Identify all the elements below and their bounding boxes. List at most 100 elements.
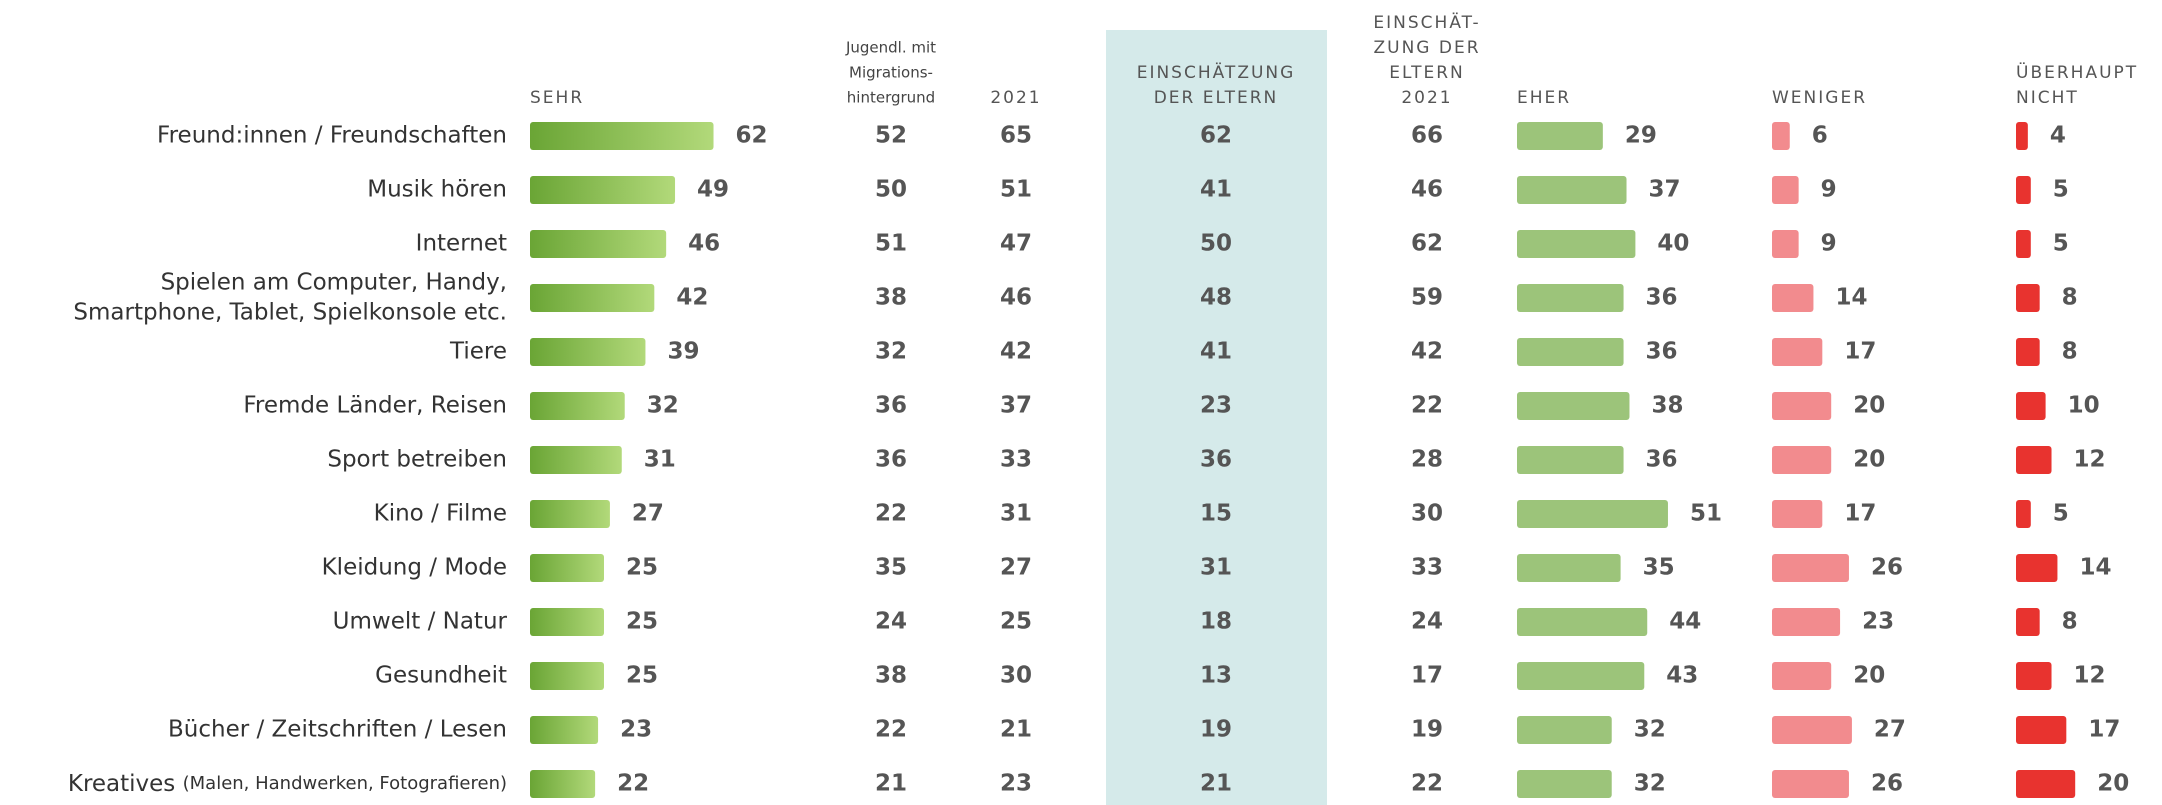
column-header: Migrations-: [849, 64, 933, 82]
value-cell: 21: [1200, 771, 1232, 797]
bar: [530, 770, 596, 798]
bar: [1772, 554, 1849, 582]
bar: [1517, 284, 1624, 312]
bar: [530, 392, 625, 420]
row-label: Kreatives (Malen, Handwerken, Fotografie…: [68, 771, 507, 797]
value-cell: 36: [1200, 447, 1232, 473]
bar: [530, 122, 714, 150]
value-label: 62: [736, 123, 768, 149]
value-cell: 36: [875, 447, 907, 473]
bar: [1517, 176, 1627, 204]
bar: [1517, 662, 1645, 690]
bar: [530, 338, 646, 366]
value-cell: 22: [875, 717, 907, 743]
column-header: ZUNG DER: [1373, 38, 1480, 58]
bar: [1772, 230, 1799, 258]
bar: [1772, 122, 1790, 150]
bar: [2016, 284, 2040, 312]
column-header: DER ELTERN: [1154, 88, 1279, 108]
column-header: 2021: [1401, 88, 1452, 108]
value-cell: 51: [875, 231, 907, 257]
value-cell: 31: [1200, 555, 1232, 581]
row-label: Internet: [416, 231, 507, 257]
bar: [1772, 392, 1832, 420]
value-label: 23: [620, 717, 652, 743]
bar: [1517, 122, 1603, 150]
value-cell: 21: [1000, 717, 1032, 743]
value-cell: 19: [1200, 717, 1232, 743]
bar: [2016, 392, 2046, 420]
value-label: 8: [2062, 285, 2078, 311]
column-header: EHER: [1517, 88, 1571, 108]
value-label: 23: [1862, 609, 1894, 635]
value-label: 27: [1874, 717, 1906, 743]
row-label: Umwelt / Natur: [333, 609, 508, 635]
value-cell: 22: [1411, 393, 1443, 419]
value-label: 17: [1844, 339, 1876, 365]
value-label: 39: [667, 339, 699, 365]
row-label: Freund:innen / Freundschaften: [157, 123, 507, 149]
row-label: Gesundheit: [375, 663, 507, 689]
value-label: 37: [1649, 177, 1681, 203]
value-cell: 33: [1411, 555, 1443, 581]
value-cell: 42: [1411, 339, 1443, 365]
row-label: Bücher / Zeitschriften / Lesen: [168, 717, 507, 743]
value-label: 20: [1853, 393, 1885, 419]
value-label: 5: [2053, 231, 2069, 257]
value-cell: 30: [1411, 501, 1443, 527]
value-label: 6: [1812, 123, 1828, 149]
value-label: 36: [1646, 339, 1678, 365]
value-label: 9: [1821, 177, 1837, 203]
column-header: ELTERN: [1389, 63, 1465, 83]
value-cell: 38: [875, 663, 907, 689]
value-label: 36: [1646, 285, 1678, 311]
bar: [1517, 554, 1621, 582]
value-cell: 36: [875, 393, 907, 419]
value-label: 17: [2088, 717, 2120, 743]
bar: [530, 500, 610, 528]
value-label: 20: [1853, 663, 1885, 689]
value-cell: 27: [1000, 555, 1032, 581]
bar: [2016, 716, 2067, 744]
bar: [1517, 338, 1624, 366]
value-cell: 17: [1411, 663, 1443, 689]
value-label: 44: [1669, 609, 1701, 635]
value-label: 25: [626, 555, 658, 581]
highlight-band: [1106, 30, 1327, 805]
column-header: EINSCHÄTZUNG: [1137, 62, 1296, 83]
bar: [530, 446, 622, 474]
row-label: Sport betreiben: [327, 447, 507, 473]
row-label: Kleidung / Mode: [322, 555, 507, 581]
value-cell: 24: [1411, 609, 1443, 635]
value-label: 35: [1643, 555, 1675, 581]
value-cell: 42: [1000, 339, 1032, 365]
value-label: 51: [1690, 501, 1722, 527]
value-cell: 48: [1200, 285, 1232, 311]
bar: [1772, 284, 1814, 312]
value-cell: 22: [875, 501, 907, 527]
value-label: 43: [1666, 663, 1698, 689]
bar: [530, 176, 676, 204]
value-label: 32: [1634, 717, 1666, 743]
column-header: hintergrund: [847, 89, 935, 107]
column-header: SEHR: [530, 88, 584, 108]
bar: [2016, 662, 2052, 690]
bar: [1517, 716, 1612, 744]
bar: [2016, 176, 2031, 204]
value-cell: 30: [1000, 663, 1032, 689]
column-header: NICHT: [2016, 88, 2079, 108]
value-label: 4: [2050, 123, 2066, 149]
value-cell: 65: [1000, 123, 1032, 149]
value-cell: 51: [1000, 177, 1032, 203]
value-label: 40: [1657, 231, 1689, 257]
value-cell: 31: [1000, 501, 1032, 527]
row-label: Fremde Länder, Reisen: [243, 393, 507, 419]
value-cell: 46: [1411, 177, 1443, 203]
row-label: Tiere: [449, 339, 507, 365]
value-label: 20: [1853, 447, 1885, 473]
value-cell: 47: [1000, 231, 1032, 257]
row-label: Smartphone, Tablet, Spielkonsole etc.: [73, 300, 507, 326]
value-label: 14: [2079, 555, 2111, 581]
value-cell: 24: [875, 609, 907, 635]
value-cell: 62: [1200, 123, 1232, 149]
